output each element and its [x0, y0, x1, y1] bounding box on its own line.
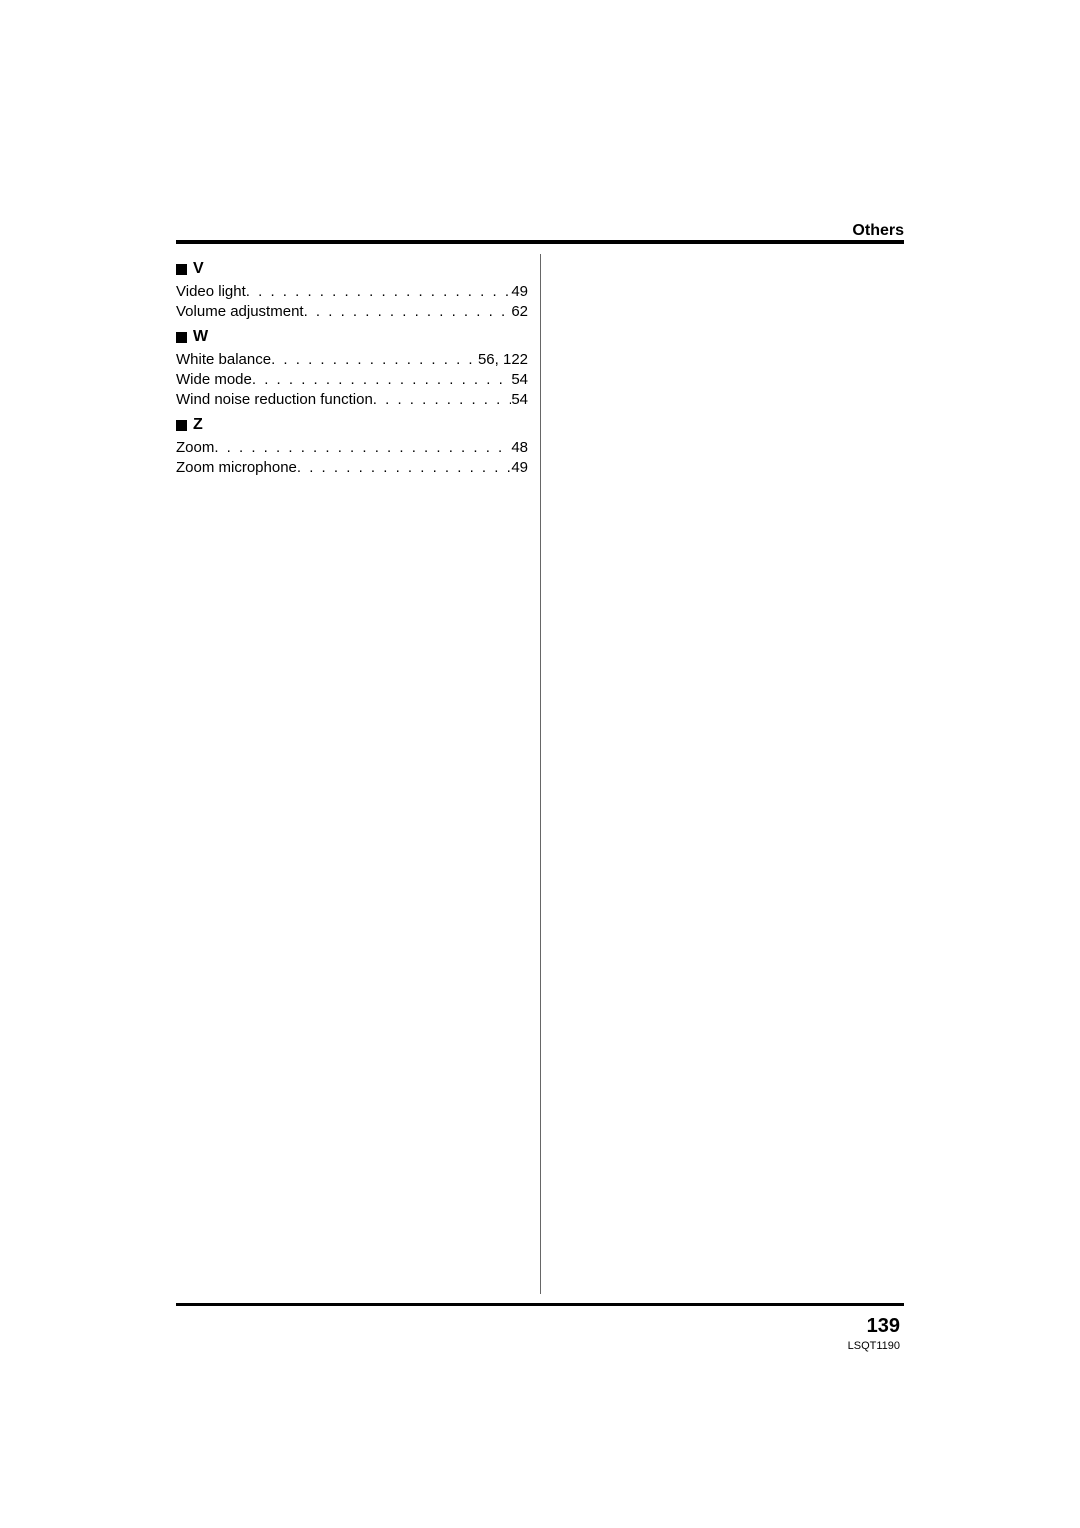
bullet-square-icon [176, 332, 187, 343]
index-entry: Wide mode 54 [176, 370, 528, 390]
leader-dots [304, 302, 512, 322]
leader-dots [373, 390, 512, 410]
index-pages: 49 [511, 458, 528, 478]
top-rule [176, 240, 904, 244]
bullet-square-icon [176, 420, 187, 431]
index-term: Wind noise reduction function [176, 390, 373, 410]
index-entry: Zoom microphone 49 [176, 458, 528, 478]
index-term: Zoom [176, 438, 214, 458]
index-letter: Z [193, 416, 203, 434]
index-entry: White balance 56, 122 [176, 350, 528, 370]
bullet-square-icon [176, 264, 187, 275]
column-left: V Video light 49 Volume adjustment 62 W … [176, 254, 540, 1294]
index-section-head-z: Z [176, 416, 528, 434]
index-entry: Video light 49 [176, 282, 528, 302]
page: Others V Video light 49 Volume adjustmen… [0, 0, 1080, 1528]
column-right [540, 254, 904, 1294]
index-term: Wide mode [176, 370, 252, 390]
index-pages: 48 [511, 438, 528, 458]
columns: V Video light 49 Volume adjustment 62 W … [176, 254, 904, 1294]
leader-dots [214, 438, 511, 458]
index-pages: 56, 122 [478, 350, 528, 370]
index-term: Zoom microphone [176, 458, 297, 478]
index-term: Video light [176, 282, 246, 302]
index-pages: 54 [511, 390, 528, 410]
page-number: 139 [867, 1315, 900, 1338]
index-entry: Wind noise reduction function 54 [176, 390, 528, 410]
leader-dots [246, 282, 512, 302]
document-code: LSQT1190 [848, 1340, 900, 1352]
index-pages: 49 [511, 282, 528, 302]
index-pages: 54 [511, 370, 528, 390]
index-pages: 62 [511, 302, 528, 322]
index-entry: Volume adjustment 62 [176, 302, 528, 322]
index-term: Volume adjustment [176, 302, 304, 322]
index-letter: V [193, 260, 204, 278]
index-letter: W [193, 328, 208, 346]
bottom-rule [176, 1303, 904, 1306]
leader-dots [297, 458, 511, 478]
section-header: Others [852, 222, 904, 240]
index-entry: Zoom 48 [176, 438, 528, 458]
leader-dots [271, 350, 478, 370]
leader-dots [252, 370, 511, 390]
index-section-head-v: V [176, 260, 528, 278]
index-term: White balance [176, 350, 271, 370]
index-section-head-w: W [176, 328, 528, 346]
